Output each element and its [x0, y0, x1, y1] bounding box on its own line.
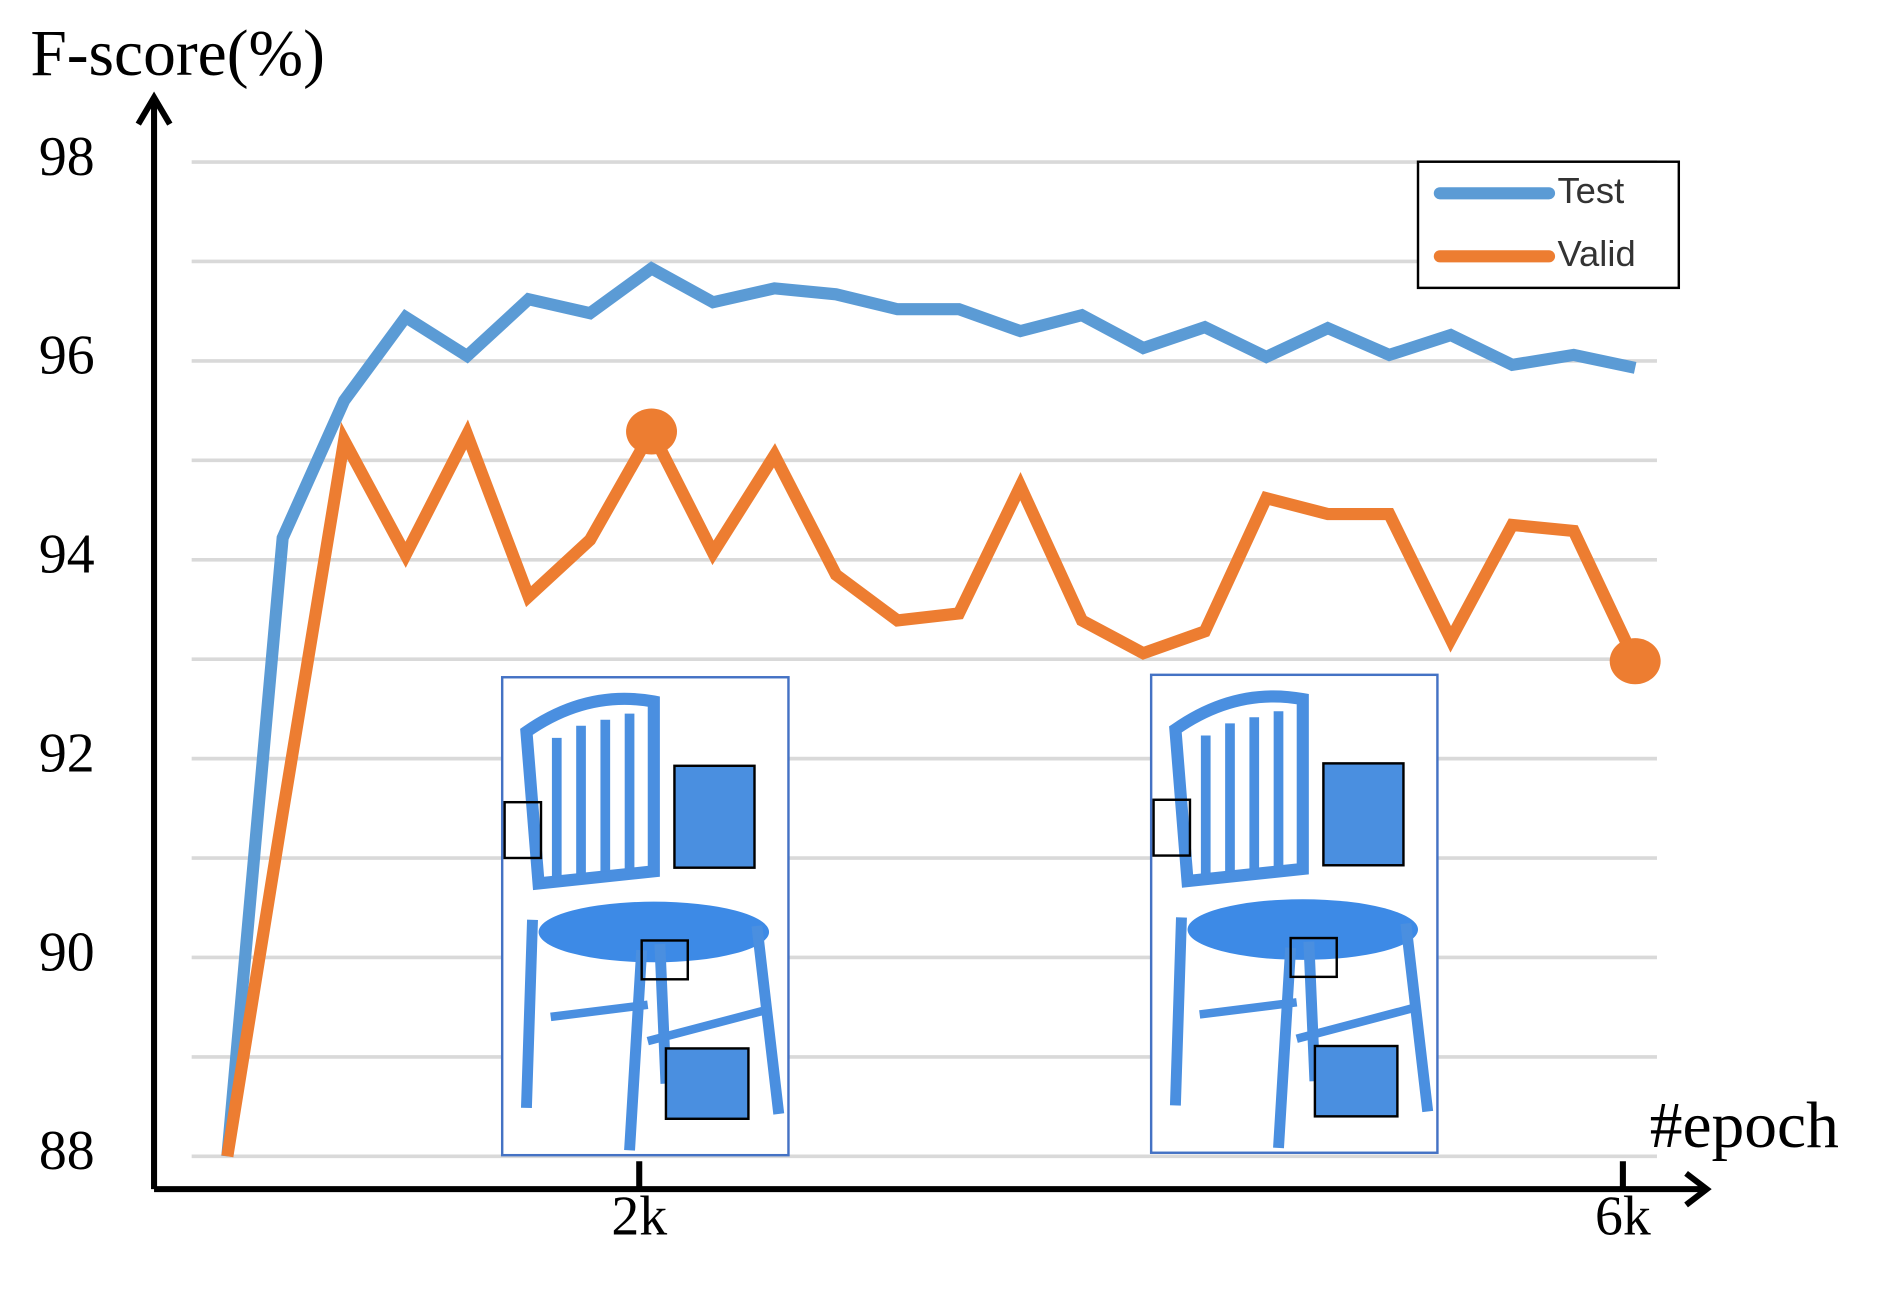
highlight-point: [1609, 638, 1661, 685]
y-tick-label: 88: [39, 1120, 95, 1182]
y-tick-label: 96: [39, 325, 95, 387]
y-tick-label: 90: [39, 921, 95, 983]
plot: [221, 261, 1661, 1158]
series-line: [221, 261, 1637, 1157]
x-tick-label: 2k: [611, 1186, 667, 1248]
legend-label: Valid: [1558, 233, 1636, 274]
axes: [135, 91, 1712, 1208]
grid: [191, 160, 1657, 1159]
legend: Test Valid: [1433, 170, 1636, 274]
y-tick-label: 92: [39, 722, 95, 784]
legend-label: Test: [1558, 170, 1625, 211]
y-tick-label: 98: [39, 126, 95, 188]
inset-image: [1151, 675, 1437, 1153]
highlight-point: [626, 408, 678, 455]
y-axis-label: F-score(%): [30, 18, 325, 90]
x-axis-label: #epoch: [1650, 1090, 1839, 1162]
inset-image: [502, 677, 788, 1155]
series-line: [221, 418, 1641, 1158]
y-tick-label: 94: [39, 524, 95, 586]
legend-box: [1416, 160, 1681, 290]
x-tick-label: 6k: [1595, 1186, 1651, 1248]
